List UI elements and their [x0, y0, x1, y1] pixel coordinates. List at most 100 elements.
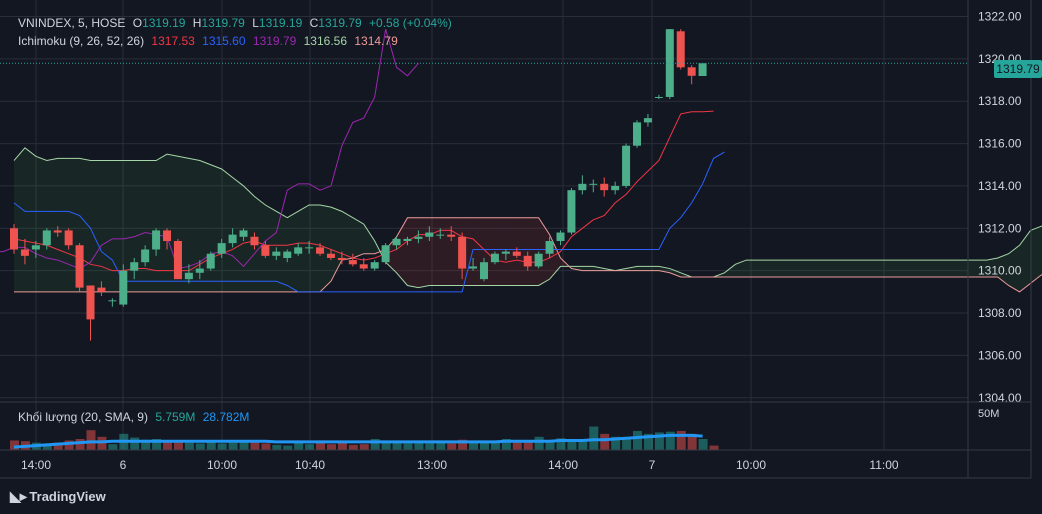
cloud-segment: [899, 260, 911, 278]
close-label: C: [309, 16, 319, 30]
cloud-segment: [287, 211, 299, 292]
volume-bar: [294, 441, 304, 450]
x-tick-label: 7: [649, 458, 656, 472]
candle-body: [75, 245, 84, 288]
cloud-segment: [735, 260, 747, 278]
cloud-segment: [254, 196, 266, 292]
volume-bar: [337, 442, 347, 450]
kijun-line: [13, 151, 725, 293]
last-price-tag: 1319.79: [994, 60, 1042, 78]
candle-body: [600, 183, 609, 191]
tradingview-logo[interactable]: ◣▸ TradingView: [10, 488, 106, 505]
volume-bar: [206, 441, 216, 450]
open-value: 1319.19: [142, 16, 186, 30]
volume-bar: [53, 442, 63, 450]
cloud-segment: [822, 260, 834, 278]
volume-bar: [403, 443, 413, 450]
axes: 1322.001320.001318.001316.001314.001312.…: [0, 0, 1032, 479]
candle-body: [173, 241, 182, 280]
grid: [0, 0, 968, 450]
cloud-segment: [757, 260, 769, 278]
cloud-segment: [855, 260, 867, 278]
ichimoku-label: Ichimoku (9, 26, 52, 26): [18, 34, 145, 48]
cloud-segment: [953, 260, 965, 278]
cloud-segment: [429, 217, 441, 286]
volume-bar: [687, 433, 697, 450]
chikou-line: [0, 29, 419, 270]
cloud-segment: [527, 217, 539, 286]
candle-body: [283, 251, 292, 258]
volume-bar: [709, 445, 719, 450]
brand-label: TradingView: [29, 489, 106, 504]
y-tick-label: 1312.00: [978, 221, 1022, 235]
candle-body: [163, 230, 172, 242]
candle-body: [217, 243, 226, 254]
candle-body: [130, 262, 139, 271]
volume-bar: [414, 442, 424, 450]
volume-legend[interactable]: Khối lượng (20, SMA, 9) 5.759M 28.782M: [18, 410, 253, 424]
cloud-segment: [505, 217, 517, 286]
volume-bar: [326, 444, 336, 450]
cloud-segment: [964, 260, 976, 278]
low-value: 1319.19: [258, 16, 303, 30]
cloud-segment: [276, 211, 288, 292]
cloud-segment: [90, 160, 102, 292]
span-a-value: 1316.56: [303, 34, 348, 48]
cloud-segment: [943, 260, 954, 278]
cloud-segment: [1008, 245, 1020, 292]
volume-bar: [75, 439, 85, 450]
volume-bar: [381, 440, 391, 450]
candle-body: [633, 122, 642, 146]
ichimoku-legend[interactable]: Ichimoku (9, 26, 52, 26) 1317.53 1315.60…: [18, 34, 402, 48]
candle-body: [687, 67, 696, 76]
candle-body: [479, 262, 488, 280]
volume-bar: [501, 439, 511, 450]
cloud-segment: [407, 217, 419, 288]
candle-body: [206, 253, 215, 269]
y-tick-label: 1316.00: [978, 137, 1022, 151]
cloud-segment: [24, 147, 36, 292]
cloud-segment: [123, 160, 135, 292]
volume-bar: [578, 439, 588, 450]
volume-pane: [10, 426, 719, 450]
candle-body: [337, 257, 346, 261]
cloud-segment: [910, 260, 922, 278]
volume-bar: [622, 438, 632, 450]
candle-body: [589, 183, 598, 185]
cloud-segment: [494, 217, 506, 286]
candle-body: [501, 251, 510, 254]
candle-body: [195, 268, 204, 273]
cloud-segment: [396, 217, 408, 286]
volume-bar: [316, 440, 326, 450]
span-a-line: [13, 147, 1042, 289]
volume-label: Khối lượng (20, SMA, 9): [18, 410, 148, 424]
volume-bar: [261, 443, 271, 450]
cloud-segment: [330, 207, 342, 282]
cloud-segment: [790, 260, 801, 278]
x-tick-label: 11:00: [869, 458, 898, 472]
cloud-segment: [1030, 226, 1042, 284]
candle-body: [447, 234, 456, 237]
cloud-segment: [593, 266, 605, 271]
volume-bar: [64, 440, 74, 450]
volume-bar: [42, 443, 52, 450]
candle-body: [654, 96, 663, 98]
chikou-value: 1319.79: [252, 34, 297, 48]
cloud-segment: [800, 260, 812, 278]
cloud-segment: [112, 160, 124, 292]
cloud-segment: [866, 260, 878, 278]
candles: [10, 29, 707, 341]
candle-body: [523, 255, 532, 267]
candle-body: [545, 241, 554, 254]
cloud-segment: [35, 156, 47, 292]
candle-body: [20, 249, 29, 256]
cloud-segment: [145, 160, 157, 292]
volume-bar: [490, 441, 500, 450]
candle-body: [567, 190, 576, 233]
volume-bar: [512, 440, 522, 450]
cloud-segment: [1019, 230, 1031, 292]
span-b-line: [14, 217, 1042, 293]
cloud-segment: [156, 154, 168, 292]
volume-bar: [633, 430, 643, 450]
